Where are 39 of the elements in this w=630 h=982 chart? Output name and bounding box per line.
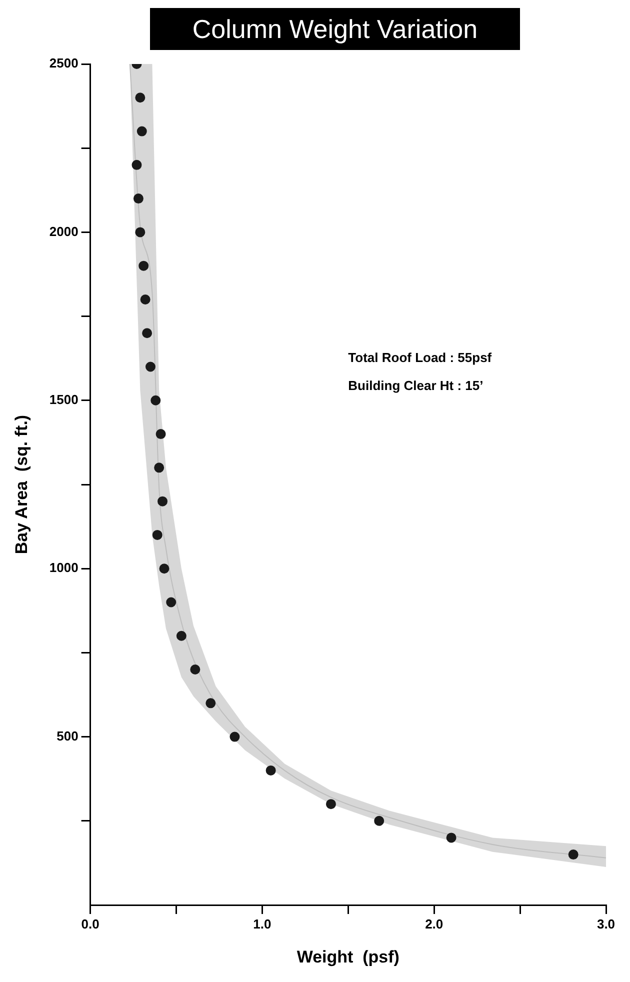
y-tick-label: 2000 [49, 224, 78, 239]
point [176, 630, 186, 641]
x-tick-label: 0.0 [81, 916, 100, 932]
point [326, 799, 336, 810]
point [133, 194, 144, 204]
point [140, 294, 150, 304]
point [152, 530, 162, 540]
y-tick-label: 2500 [49, 56, 78, 71]
x-tick-label: 1.0 [253, 916, 272, 932]
y-tick-label: 500 [56, 728, 78, 744]
y-axis-title: Bay Area (sq. ft.) [12, 414, 31, 554]
point [135, 227, 146, 238]
point [190, 664, 200, 675]
point [136, 126, 147, 136]
x-tick-label: 3.0 [596, 916, 616, 932]
point [206, 698, 216, 708]
annotation: Total Roof Load : 55psf [348, 350, 492, 365]
point [568, 850, 578, 860]
point [150, 395, 161, 406]
point [156, 429, 166, 440]
point [135, 92, 146, 103]
chart-title: Column Weight Variation [150, 8, 520, 50]
point [142, 328, 152, 338]
point [158, 496, 168, 506]
x-tick-label: 2.0 [425, 916, 444, 932]
point [374, 816, 384, 826]
point [132, 160, 142, 170]
point [266, 765, 276, 776]
point [138, 260, 149, 271]
point [159, 564, 170, 574]
point [154, 462, 164, 473]
point [145, 362, 156, 372]
point [446, 832, 456, 843]
point [166, 597, 176, 608]
y-tick-label: 1500 [49, 392, 78, 407]
point [230, 732, 240, 742]
y-tick-label: 1000 [49, 560, 78, 576]
annotation: Building Clear Ht : 15’ [348, 378, 484, 393]
x-axis-title: Weight (psf) [296, 947, 400, 966]
